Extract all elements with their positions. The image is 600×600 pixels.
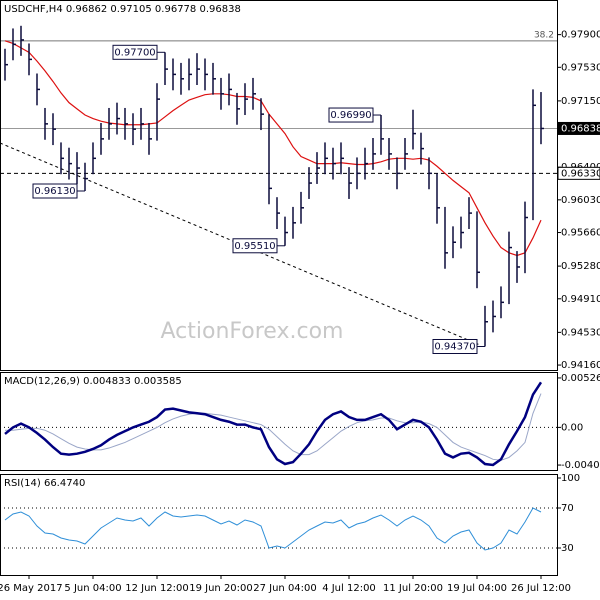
y-tick-label: 0.97900 bbox=[561, 30, 600, 41]
x-tick-label: 4 Jul 12:00 bbox=[322, 583, 376, 594]
moving-average bbox=[4, 40, 542, 257]
panel-title: RSI(14) 66.4740 bbox=[4, 478, 85, 489]
x-tick-label: 26 May 2017 bbox=[0, 583, 63, 594]
panel-title: MACD(12,26,9) 0.004833 0.003585 bbox=[4, 376, 182, 387]
price-box bbox=[557, 121, 600, 135]
signal-line bbox=[5, 393, 542, 461]
x-tick-label: 12 Jun 12:00 bbox=[125, 583, 189, 594]
y-tick-label: 0.97150 bbox=[561, 96, 600, 107]
watermark: ActionForex.com bbox=[161, 319, 344, 344]
panel-frame bbox=[0, 372, 558, 471]
annotation-text: 0.96130 bbox=[34, 186, 75, 197]
x-tick-label: 27 Jun 04:00 bbox=[253, 583, 317, 594]
y-tick-label: 100 bbox=[561, 473, 580, 484]
annotation-text: 0.94370 bbox=[434, 341, 475, 352]
y-tick-label: 30 bbox=[561, 543, 574, 554]
price-box-label: 0.96330 bbox=[561, 168, 600, 179]
annotation-box bbox=[112, 44, 158, 60]
x-tick-label: 19 Jun 20:00 bbox=[189, 583, 253, 594]
annotation-box bbox=[432, 338, 478, 354]
y-tick-label: 70 bbox=[561, 503, 574, 514]
fib-label: 38.2 bbox=[534, 30, 554, 40]
y-tick-label: 0.95280 bbox=[561, 261, 600, 272]
annotation-text: 0.95510 bbox=[234, 241, 275, 252]
y-tick-label: 0.00 bbox=[561, 422, 583, 433]
annotation-box bbox=[32, 183, 78, 199]
y-tick-label: 0.005266 bbox=[561, 373, 600, 384]
x-tick-label: 19 Jul 04:00 bbox=[447, 583, 507, 594]
x-tick-label: 26 Jul 12:00 bbox=[511, 583, 571, 594]
x-tick-label: 5 Jun 04:00 bbox=[64, 583, 121, 594]
y-tick-label: 0.95660 bbox=[561, 228, 600, 239]
annotation-box bbox=[328, 107, 374, 123]
price-box-label: 0.96838 bbox=[561, 123, 600, 134]
annotation-box bbox=[232, 238, 278, 254]
y-tick-label: 0.94910 bbox=[561, 294, 600, 305]
price-box bbox=[557, 166, 600, 180]
x-tick-label: 11 Jul 20:00 bbox=[383, 583, 443, 594]
macd-line bbox=[4, 381, 543, 467]
panel-frame bbox=[0, 474, 558, 576]
annotation-text: 0.96990 bbox=[330, 110, 371, 121]
y-tick-label: 0.97530 bbox=[561, 62, 600, 73]
panel-frame bbox=[0, 0, 558, 371]
panel-title: USDCHF,H4 0.96862 0.97105 0.96778 0.9683… bbox=[4, 4, 241, 15]
y-tick-label: 0.96030 bbox=[561, 195, 600, 206]
annotation-text: 0.97700 bbox=[114, 47, 155, 58]
rsi-line bbox=[4, 507, 542, 551]
y-tick-label: 0.94160 bbox=[561, 360, 600, 371]
y-tick-label: -0.004011 bbox=[561, 460, 600, 471]
y-tick-label: 0.94530 bbox=[561, 327, 600, 338]
